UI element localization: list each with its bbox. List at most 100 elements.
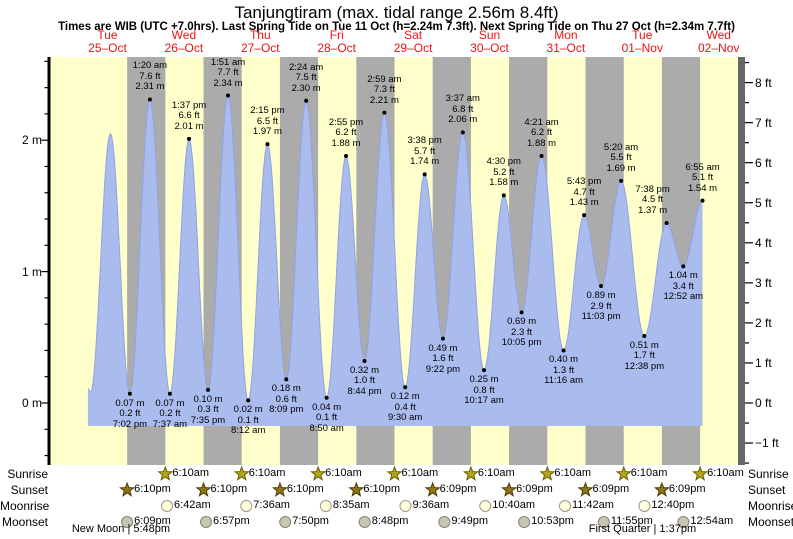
tide-dot — [599, 284, 604, 289]
sunrise-icon — [233, 465, 250, 481]
tide-low-label: 0.89 m 2.9 ft 11:03 pm — [569, 291, 633, 323]
tide-label-line: 0.18 m — [271, 383, 301, 395]
moonset-time: 6:09pm — [134, 515, 171, 527]
tide-low-label: 0.49 m 1.6 ft 9:22 pm — [411, 343, 475, 376]
sunrise-icon — [462, 465, 479, 481]
tide-label-line: 0.32 m — [349, 364, 380, 376]
tide-label-line: 3:37 am — [445, 93, 480, 105]
tide-dot — [664, 220, 669, 225]
day-header-line: Wed — [171, 28, 197, 42]
tide-dot — [206, 387, 211, 392]
tide-dot — [343, 153, 348, 158]
tide-label-line: 5:43 pm — [566, 176, 602, 188]
tide-label-line: 5.7 ft — [414, 145, 436, 157]
tide-label-line: 0.2 ft — [119, 408, 141, 420]
tide-label-line: 8:12 am — [231, 425, 266, 437]
sunset-time: 6:09pm — [592, 483, 630, 495]
day-header-line: Tue — [632, 28, 653, 42]
tide-dot — [225, 93, 230, 98]
tide-low-label: 0.32 m 1.0 ft 8:44 pm — [333, 364, 397, 398]
moonrise-time: 11:42am — [571, 499, 614, 511]
chart-subtitle: Times are WIB (UTC +7.0hrs). Last Spring… — [58, 21, 735, 33]
tide-label-line: 10:05 pm — [501, 337, 542, 349]
sunrise-icon — [157, 465, 174, 481]
day-header-line: Sat — [404, 28, 423, 42]
tide-label-line: 1.43 m — [569, 197, 599, 209]
tide-label-line: 6:55 am — [685, 161, 720, 173]
tide-label-line: 6.2 ft — [530, 127, 553, 139]
tide-high-label: 4:21 am 6.2 ft 1.88 m — [510, 116, 574, 150]
tide-dot — [619, 178, 624, 183]
day-header-line: Thu — [249, 28, 271, 42]
tide-label-line: 0.89 m — [586, 290, 616, 302]
tide-label-line: 0.1 ft — [237, 414, 259, 426]
sunset-row-label-left: Sunset — [10, 483, 48, 497]
tide-dot — [403, 385, 408, 390]
tide-label-line: 0.4 ft — [394, 401, 416, 413]
day-header-line: 30–Oct — [470, 41, 509, 55]
left-axis — [47, 57, 51, 465]
tide-label-line: 4:21 am — [524, 116, 559, 128]
tide-label-line: 0.12 m — [390, 391, 420, 403]
tide-label-line: 4.7 ft — [573, 186, 595, 198]
sunset-time: 6:10pm — [363, 483, 401, 495]
tide-label-line: 1.54 m — [687, 182, 718, 194]
tide-dot — [539, 153, 544, 158]
tide-dot — [265, 142, 270, 147]
day-header-line: 27–Oct — [240, 41, 280, 55]
tide-label-line: 1.58 m — [489, 177, 519, 189]
tide-label-line: 12:52 am — [663, 291, 704, 303]
tide-high-label: 2:15 pm 6.5 ft 1.97 m — [235, 106, 299, 138]
right-axis — [738, 57, 745, 465]
moonrise-time: 6:42am — [174, 499, 211, 511]
day-header-line: 02–Nov — [698, 41, 740, 55]
sunset-icon — [348, 481, 365, 497]
tide-label-line: 10:17 am — [464, 395, 504, 407]
tide-low-label: 0.40 m 1.3 ft 11:16 am — [532, 355, 596, 387]
moonset-icon — [358, 516, 371, 528]
day-header: Wed 26–Oct — [146, 29, 222, 55]
sunrise-time: 6:10am — [707, 467, 744, 479]
right-axis-label: 0 ft — [755, 396, 772, 410]
sunset-icon — [653, 481, 670, 497]
tide-label-line: 0.8 ft — [473, 384, 495, 396]
tide-label-line: 6.2 ft — [335, 127, 357, 139]
moon-phase-label: First Quarter | 1:37pm — [588, 523, 697, 535]
moonset-icon — [121, 516, 134, 528]
moonset-icon — [438, 516, 451, 528]
tide-label-line: 7:35 pm — [190, 414, 226, 426]
moonset-icon — [279, 516, 292, 528]
tide-low-label: 0.18 m 0.6 ft 8:09 pm — [254, 384, 318, 416]
tide-label-line: 2.06 m — [448, 114, 478, 126]
sunrise-time: 6:10am — [325, 467, 362, 479]
tide-high-label: 1:51 am 7.7 ft 2.34 m — [196, 57, 260, 90]
tide-label-line: 8:44 pm — [347, 385, 382, 397]
sunrise-icon — [615, 465, 632, 481]
tide-dot — [324, 395, 329, 400]
sunrise-icon — [539, 465, 556, 481]
sunset-time: 6:10pm — [286, 483, 324, 495]
tide-low-label: 0.02 m 0.1 ft 8:12 am — [216, 405, 280, 437]
tide-dot — [440, 336, 445, 341]
tide-high-label: 5:43 pm 4.7 ft 1.43 m — [552, 177, 616, 209]
tide-low-label: 0.04 m 0.1 ft 8:50 am — [295, 402, 359, 435]
tide-low-label: 0.12 m 0.4 ft 9:30 am — [373, 392, 437, 424]
day-header-line: 01–Nov — [621, 41, 663, 55]
tide-label-line: 3:38 pm — [407, 135, 442, 147]
moonrise-time: 9:36am — [412, 499, 450, 511]
tide-dot — [519, 310, 524, 315]
tide-dot — [127, 391, 132, 396]
tide-label-line: 8:09 pm — [269, 404, 304, 416]
tide-label-line: 7:02 pm — [112, 418, 148, 430]
tide-label-line: 1.04 m — [668, 270, 698, 282]
tide-label-line: 11:03 pm — [581, 311, 621, 323]
tide-label-line: 3.4 ft — [672, 280, 694, 292]
moonset-time: 9:49pm — [451, 515, 489, 527]
tide-dot — [246, 398, 251, 403]
sunset-time: 6:10pm — [134, 483, 171, 495]
moonset-time: 8:48pm — [371, 515, 409, 527]
tide-label-line: 2.34 m — [213, 77, 243, 89]
day-header: Tue 25–Oct — [70, 29, 146, 55]
sunrise-row-label-right: Sunrise — [748, 467, 789, 481]
